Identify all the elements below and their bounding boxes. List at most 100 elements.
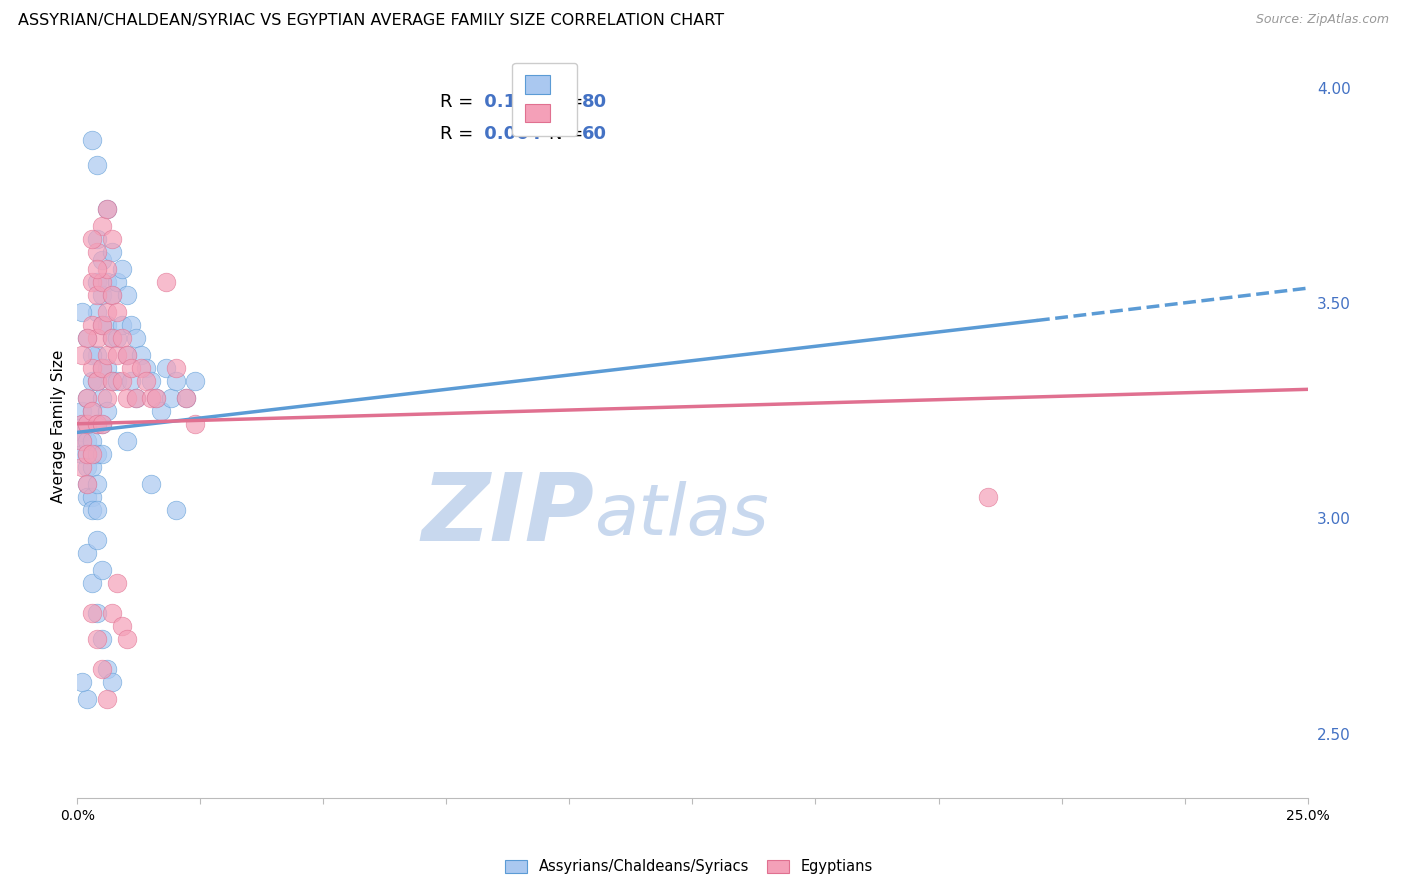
Point: [121, 318, 143, 332]
Point: [70, 434, 93, 448]
Point: [86, 417, 108, 431]
Point: [96, 305, 118, 319]
Point: [82, 490, 104, 504]
Point: [86, 503, 108, 517]
Point: [105, 275, 128, 289]
Point: [82, 606, 104, 620]
Point: [121, 374, 143, 388]
Point: [90, 417, 114, 431]
Point: [76, 417, 98, 431]
Point: [86, 275, 108, 289]
Point: [86, 533, 108, 547]
Point: [86, 232, 108, 246]
Legend: , : ,: [512, 62, 578, 136]
Point: [90, 563, 114, 577]
Point: [96, 662, 118, 676]
Point: [86, 417, 108, 431]
Point: [82, 348, 104, 362]
Point: [90, 275, 114, 289]
Point: [131, 360, 153, 375]
Text: N =: N =: [548, 125, 589, 143]
Point: [105, 576, 128, 591]
Text: R =: R =: [440, 93, 479, 111]
Point: [150, 404, 173, 418]
Point: [82, 404, 104, 418]
Point: [76, 546, 98, 560]
Point: [90, 318, 114, 332]
Point: [101, 232, 124, 246]
Point: [160, 391, 183, 405]
Text: 60: 60: [582, 125, 607, 143]
Point: [90, 632, 114, 646]
Point: [76, 447, 98, 461]
Text: atlas: atlas: [595, 481, 769, 549]
Point: [82, 447, 104, 461]
Point: [70, 447, 93, 461]
Point: [86, 261, 108, 276]
Point: [82, 404, 104, 418]
Point: [121, 360, 143, 375]
Point: [977, 490, 1000, 504]
Point: [82, 374, 104, 388]
Point: [86, 244, 108, 259]
Point: [101, 374, 124, 388]
Point: [90, 391, 114, 405]
Text: 80: 80: [582, 93, 607, 111]
Point: [76, 331, 98, 345]
Point: [96, 360, 118, 375]
Point: [86, 287, 108, 301]
Point: [96, 261, 118, 276]
Point: [165, 360, 187, 375]
Legend: Assyrians/Chaldeans/Syriacs, Egyptians: Assyrians/Chaldeans/Syriacs, Egyptians: [499, 854, 879, 880]
Text: ZIP: ZIP: [422, 469, 595, 561]
Point: [76, 692, 98, 706]
Point: [76, 434, 98, 448]
Point: [141, 374, 163, 388]
Point: [101, 244, 124, 259]
Point: [90, 219, 114, 233]
Point: [96, 391, 118, 405]
Point: [105, 305, 128, 319]
Point: [86, 447, 108, 461]
Point: [96, 275, 118, 289]
Point: [86, 374, 108, 388]
Point: [135, 360, 157, 375]
Point: [155, 360, 177, 375]
Point: [105, 348, 128, 362]
Point: [90, 360, 114, 375]
Point: [115, 348, 138, 362]
Point: [86, 477, 108, 491]
Point: [70, 305, 93, 319]
Point: [90, 447, 114, 461]
Point: [70, 417, 93, 431]
Point: [115, 632, 138, 646]
Point: [101, 331, 124, 345]
Text: Source: ZipAtlas.com: Source: ZipAtlas.com: [1256, 13, 1389, 27]
Point: [82, 434, 104, 448]
Point: [70, 404, 93, 418]
Text: R =: R =: [440, 125, 479, 143]
Point: [145, 391, 167, 405]
Point: [101, 675, 124, 690]
Point: [90, 253, 114, 268]
Point: [86, 348, 108, 362]
Point: [96, 202, 118, 216]
Point: [165, 374, 187, 388]
Point: [70, 675, 93, 690]
Point: [184, 374, 207, 388]
Point: [141, 391, 163, 405]
Point: [86, 606, 108, 620]
Point: [165, 503, 187, 517]
Point: [82, 360, 104, 375]
Text: N =: N =: [548, 93, 589, 111]
Point: [86, 632, 108, 646]
Point: [105, 331, 128, 345]
Point: [90, 360, 114, 375]
Point: [125, 391, 148, 405]
Point: [82, 459, 104, 474]
Text: ASSYRIAN/CHALDEAN/SYRIAC VS EGYPTIAN AVERAGE FAMILY SIZE CORRELATION CHART: ASSYRIAN/CHALDEAN/SYRIAC VS EGYPTIAN AVE…: [18, 13, 724, 29]
Point: [90, 662, 114, 676]
Point: [90, 287, 114, 301]
Point: [86, 305, 108, 319]
Point: [76, 391, 98, 405]
